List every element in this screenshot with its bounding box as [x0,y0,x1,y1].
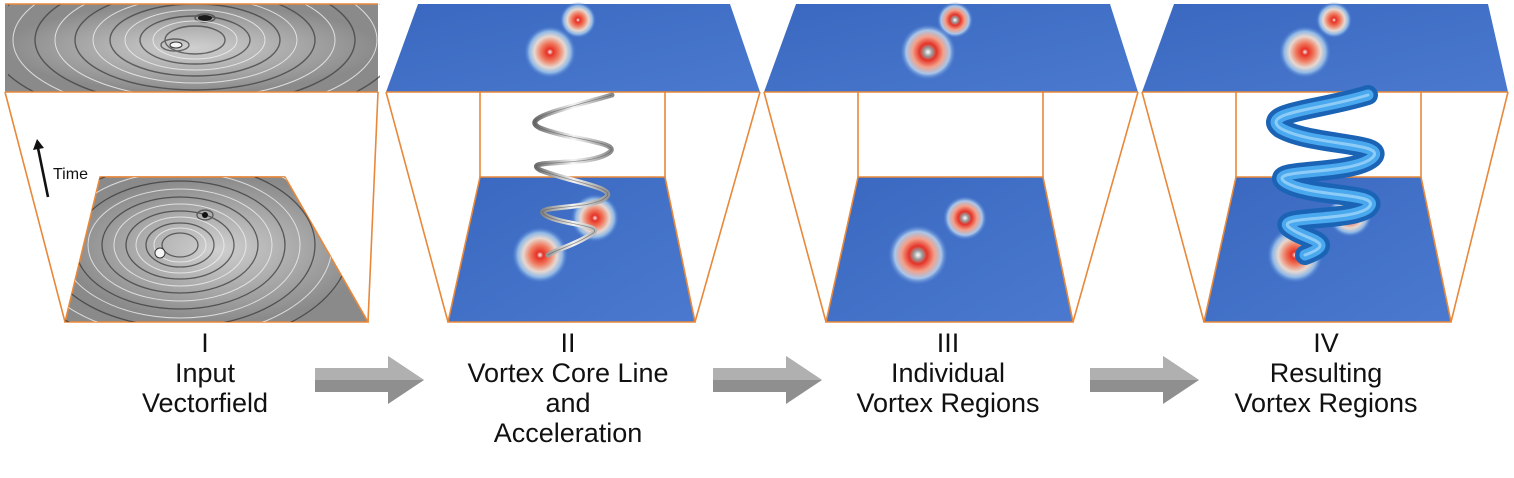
stage-2-bottom-plane [447,176,696,323]
stage-4-caption-line-2: Vortex Regions [1234,388,1418,418]
time-label: Time [53,166,88,183]
stage-2-numeral: II [560,328,576,358]
stage-4-numeral: IV [1313,328,1339,358]
stage-3-caption-line-2: Vortex Regions [856,388,1040,418]
stage-4-panel [1141,2,1509,323]
stage-1-top-plane [5,4,380,92]
stage-2-caption-line-3: Acceleration [493,418,643,448]
arrow-stage-3-to-4 [1090,356,1199,404]
stage-3-label: III Individual Vortex Regions [818,328,1078,418]
arrow-stage-2-to-3 [713,356,822,404]
stage-3-bottom-plane [825,176,1074,323]
stage-3-frame [763,91,1139,323]
stage-3-numeral: III [936,328,960,358]
stage-1-label: I Input Vectorfield [75,328,335,418]
stage-3-caption-line-1: Individual [890,358,1006,388]
stage-1-caption-line-1: Input [174,358,236,388]
time-arrow [33,139,50,198]
stage-2-panel [385,2,761,323]
arrow-stage-1-to-2 [315,356,424,404]
stage-1-panel [4,3,380,323]
stage-4-label: IV Resulting Vortex Regions [1196,328,1456,418]
stage-2-caption-line-2: and [545,388,591,418]
stage-3-panel [763,2,1139,323]
stage-4-frame [1141,91,1509,323]
stage-2-frame [385,91,761,323]
stage-4-caption-line-1: Resulting [1269,358,1383,388]
stage-2-label: II Vortex Core Line and Acceleration [438,328,698,448]
stage-1-caption-line-2: Vectorfield [141,388,269,418]
stage-2-caption-line-1: Vortex Core Line [467,358,669,388]
stage-1-numeral: I [201,328,209,358]
